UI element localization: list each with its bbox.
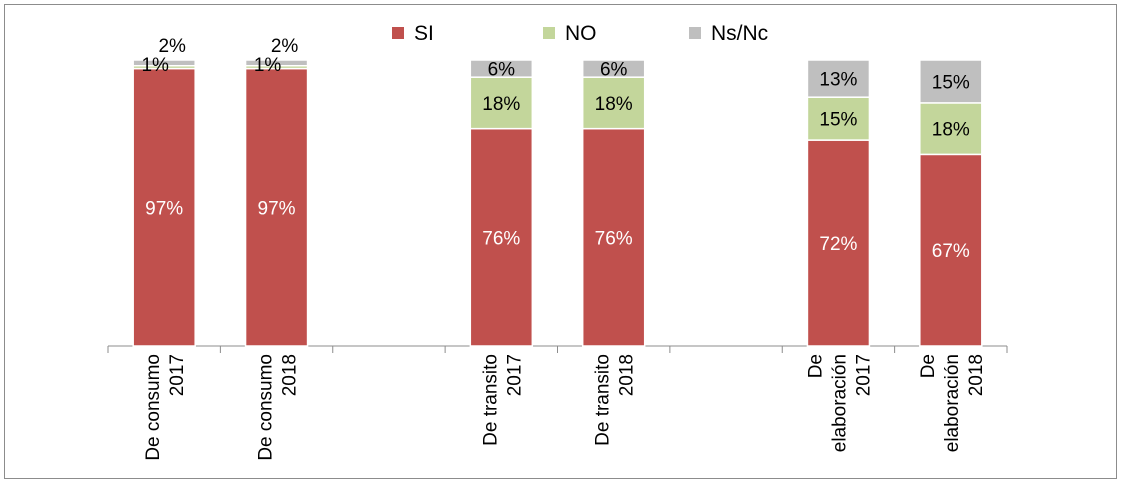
data-label-si: 76% xyxy=(482,228,520,249)
data-label-nsnc: 6% xyxy=(600,60,628,81)
bar-segment-si xyxy=(919,153,983,347)
category-label: elaboración xyxy=(829,354,850,452)
data-label-nsnc: 2% xyxy=(158,36,186,57)
data-label-no: 18% xyxy=(482,94,520,115)
category-label: De consumo xyxy=(256,354,277,461)
legend-swatch-si xyxy=(392,27,404,39)
legend-swatch-no xyxy=(543,27,555,39)
data-label-si: 76% xyxy=(595,228,633,249)
data-label-no: 1% xyxy=(141,55,169,76)
data-label-nsnc: 13% xyxy=(819,70,857,91)
data-label-si: 72% xyxy=(819,234,857,255)
category-label: 2017 xyxy=(504,354,525,396)
bar-segment-no xyxy=(919,102,983,156)
data-label-nsnc: 2% xyxy=(271,36,299,57)
category-label: 2017 xyxy=(853,354,874,396)
data-label-no: 18% xyxy=(932,120,970,141)
category-label: 2017 xyxy=(167,354,188,396)
bar-segment-ns-nc xyxy=(244,59,309,67)
legend-swatch-ns-nc xyxy=(689,27,701,39)
bar-segment-si xyxy=(581,127,646,347)
bar-segment-ns-nc xyxy=(581,59,646,78)
data-label-si: 67% xyxy=(932,241,970,262)
category-label: De transito xyxy=(593,354,614,446)
bar-segment-ns-nc xyxy=(806,59,871,98)
data-label-nsnc: 6% xyxy=(488,60,516,81)
bar-segment-si xyxy=(132,67,196,347)
bar-segment-ns-nc xyxy=(919,59,983,104)
bar-segment-ns-nc xyxy=(132,59,196,67)
bar-segment-si xyxy=(806,139,871,347)
data-label-nsnc: 15% xyxy=(932,72,970,93)
data-label-no: 1% xyxy=(254,55,282,76)
data-label-si: 97% xyxy=(145,198,183,219)
bar-segment-si xyxy=(244,67,309,347)
legend-label-ns-nc: Ns/Nc xyxy=(711,22,768,45)
category-label: De consumo xyxy=(143,354,164,461)
category-label: 2018 xyxy=(280,354,301,396)
category-label: De transito xyxy=(480,354,501,446)
category-label: elaboración xyxy=(942,354,963,452)
category-label: De xyxy=(805,354,826,378)
category-label: 2018 xyxy=(617,354,638,396)
legend-label-si: SI xyxy=(414,22,434,45)
legend-label-no: NO xyxy=(565,22,597,45)
data-label-no: 18% xyxy=(595,94,633,115)
bar-segment-ns-nc xyxy=(469,59,534,78)
data-label-si: 97% xyxy=(258,198,296,219)
category-label: 2018 xyxy=(966,354,987,396)
category-label: De xyxy=(918,354,939,378)
data-label-no: 15% xyxy=(819,110,857,131)
